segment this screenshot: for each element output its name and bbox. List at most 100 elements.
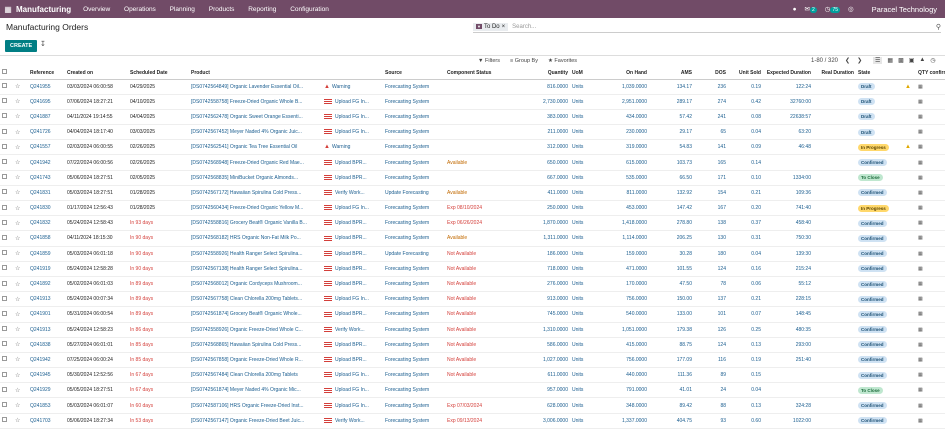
product-cell-text[interactable]: [DS0742568835] MiniBucket Organic Almond… [191, 174, 299, 181]
optional-columns-icon[interactable]: ▦ [918, 326, 923, 333]
row-checkbox[interactable] [2, 234, 7, 240]
app-grid-icon[interactable]: ▦ [4, 4, 12, 14]
product-cell-text[interactable]: [DS0742558926] Health Ranger Select Spir… [191, 250, 303, 257]
pivot-view-icon[interactable]: ▣ [908, 58, 915, 64]
optional-columns-icon[interactable]: ▦ [918, 98, 923, 105]
table-row[interactable]: ☆ Q241831 05/03/2024 18:27:51 01/28/2025 [DS… [0, 185, 945, 202]
row-checkbox[interactable] [2, 371, 7, 377]
priority-star-icon[interactable]: ☆ [15, 220, 21, 227]
chat-icon[interactable]: ✉ 2 [804, 6, 817, 13]
bug-icon[interactable]: ● [792, 5, 797, 13]
priority-star-icon[interactable]: ☆ [15, 160, 21, 167]
header-on-hand[interactable]: On Hand [592, 67, 649, 80]
optional-columns-icon[interactable]: ▦ [918, 159, 923, 166]
table-row[interactable]: ☆ Q241955 03/03/2024 06:00:58 04/29/2025 [DS… [0, 79, 945, 95]
optional-columns-icon[interactable]: ▦ [918, 402, 923, 409]
reference-cell-text[interactable]: Q241859 [30, 250, 51, 257]
table-row[interactable]: ☆ Q241832 05/24/2024 12:58:43 In 93 days [DS… [0, 215, 945, 232]
header-state[interactable]: State [856, 67, 903, 80]
reference-cell-text[interactable]: Q241838 [30, 341, 51, 348]
optional-columns-icon[interactable]: ▦ [918, 129, 923, 136]
priority-star-icon[interactable]: ☆ [15, 114, 21, 121]
table-row[interactable]: ☆ Q241830 01/17/2024 12:56:43 01/28/2025 [DS… [0, 200, 945, 217]
reference-cell-text[interactable]: Q241832 [30, 220, 51, 227]
row-checkbox[interactable] [2, 113, 7, 119]
priority-star-icon[interactable]: ☆ [15, 357, 21, 364]
row-checkbox[interactable] [2, 310, 7, 316]
table-row[interactable]: ☆ Q241919 05/24/2024 12:58:28 In 90 days [DS… [0, 261, 945, 277]
row-checkbox[interactable] [2, 83, 7, 89]
reference-cell-text[interactable]: Q241853 [30, 402, 51, 409]
row-checkbox[interactable] [2, 326, 7, 332]
reference-cell-text[interactable]: Q241703 [30, 417, 51, 424]
product-cell-text[interactable]: [DS0742562541] Organic Tea Tree Essentia… [191, 144, 298, 151]
row-checkbox[interactable] [2, 356, 7, 362]
priority-star-icon[interactable]: ☆ [15, 190, 21, 197]
product-cell-text[interactable]: [DS0742558816] Grocery Beat® Organic Van… [191, 220, 307, 227]
table-row[interactable]: ☆ Q241929 05/05/2024 18:27:51 In 67 days [DS… [0, 382, 945, 399]
product-cell-text[interactable]: [DS0742567452] Meyer Naded 4% Organic Ju… [191, 129, 302, 136]
row-checkbox[interactable] [2, 250, 7, 256]
priority-star-icon[interactable]: ☆ [15, 403, 21, 410]
priority-star-icon[interactable]: ☆ [15, 296, 21, 303]
optional-columns-icon[interactable]: ▦ [918, 205, 923, 212]
table-row[interactable]: ☆ Q241557 02/03/2024 06:00:55 02/26/2025 [DS… [0, 139, 945, 156]
reference-cell-text[interactable]: Q241929 [30, 387, 51, 394]
product-cell-text[interactable]: [DS0742568948] Freeze-Dried Organic Red … [191, 159, 304, 166]
row-checkbox[interactable] [2, 143, 7, 149]
table-row[interactable]: ☆ Q241703 05/06/2024 18:27:34 In 53 days [DS… [0, 413, 945, 429]
header-qty-confirmed-by[interactable]: QTY confirmed by [916, 67, 945, 80]
reference-cell-text[interactable]: Q241942 [30, 356, 51, 363]
priority-star-icon[interactable]: ☆ [15, 144, 21, 151]
optional-columns-icon[interactable]: ▦ [918, 281, 923, 288]
row-checkbox[interactable] [2, 402, 7, 408]
product-cell-text[interactable]: [DS0742567758] Clean Chlorella 200mg Tab… [191, 296, 303, 303]
graph-view-icon[interactable]: ▲ [919, 57, 926, 63]
reference-cell-text[interactable]: Q241955 [30, 83, 51, 90]
reference-cell-text[interactable]: Q241919 [30, 265, 51, 272]
table-row[interactable]: ☆ Q241892 05/02/2024 06:01:03 In 89 days [DS… [0, 276, 945, 293]
optional-columns-icon[interactable]: ▦ [918, 174, 923, 181]
row-checkbox[interactable] [2, 417, 7, 423]
header-uom[interactable]: UoM [570, 67, 592, 80]
table-row[interactable]: ☆ Q241838 05/27/2024 06:01:01 In 85 days [DS… [0, 337, 945, 353]
header-created-on[interactable]: Created on [65, 67, 128, 80]
priority-star-icon[interactable]: ☆ [15, 175, 21, 182]
company-name[interactable]: Paracel Technology [871, 4, 937, 14]
table-row[interactable]: ☆ Q241913 05/24/2024 00:07:34 In 89 days [DS… [0, 291, 945, 308]
optional-columns-icon[interactable]: ▦ [918, 250, 923, 257]
reference-cell-text[interactable]: Q241726 [30, 129, 51, 136]
optional-columns-icon[interactable]: ▦ [918, 311, 923, 318]
product-cell-text[interactable]: [DS0742564849] Organic Lavender Essentia… [191, 83, 304, 90]
reference-cell-text[interactable]: Q241858 [30, 235, 51, 242]
table-row[interactable]: ☆ Q241853 05/03/2024 06:01:07 In 60 days [DS… [0, 397, 945, 414]
menu-configuration[interactable]: Configuration [290, 5, 329, 13]
menu-overview[interactable]: Overview [83, 5, 111, 13]
header-quantity[interactable]: Quantity [523, 67, 570, 80]
search-facet[interactable]: ▼ To Do × [473, 22, 509, 31]
priority-star-icon[interactable]: ☆ [15, 205, 21, 212]
product-cell-text[interactable]: [DS0742558758] Freeze-Dried Organic Whol… [191, 98, 303, 105]
priority-star-icon[interactable]: ☆ [15, 372, 21, 379]
optional-columns-icon[interactable]: ▦ [918, 113, 923, 120]
optional-columns-icon[interactable]: ▦ [918, 387, 923, 394]
table-row[interactable]: ☆ Q241743 05/06/2024 18:27:51 02/05/2025 [DS… [0, 170, 945, 186]
priority-star-icon[interactable]: ☆ [15, 129, 21, 136]
header-dos[interactable]: DOS [694, 67, 728, 80]
header-unit-sold[interactable]: Unit Sold [728, 67, 763, 80]
row-checkbox[interactable] [2, 280, 7, 286]
product-cell-text[interactable]: [DS0742560434] Freeze-Dried Organic Yell… [191, 205, 304, 212]
product-cell-text[interactable]: [DS0742567484] Clean Chlorella 200mg Tab… [191, 372, 298, 379]
row-checkbox[interactable] [2, 159, 7, 165]
reference-cell-text[interactable]: Q241831 [30, 189, 51, 196]
row-checkbox[interactable] [2, 295, 7, 301]
product-cell-text[interactable]: [DS0742567147] Organic Freeze-Dried Beet… [191, 417, 305, 424]
header-component-status[interactable]: Component Status [445, 67, 523, 80]
calendar-view-icon[interactable]: ▩ [898, 58, 904, 64]
reference-cell-text[interactable]: Q241945 [30, 372, 51, 379]
priority-star-icon[interactable]: ☆ [15, 327, 21, 334]
row-checkbox[interactable] [2, 128, 7, 134]
product-cell-text[interactable]: [DS0742562478] Organic Sweet Orange Esse… [191, 113, 303, 120]
kanban-view-icon[interactable]: ▦ [887, 58, 894, 64]
reference-cell-text[interactable]: Q241913 [30, 326, 51, 333]
